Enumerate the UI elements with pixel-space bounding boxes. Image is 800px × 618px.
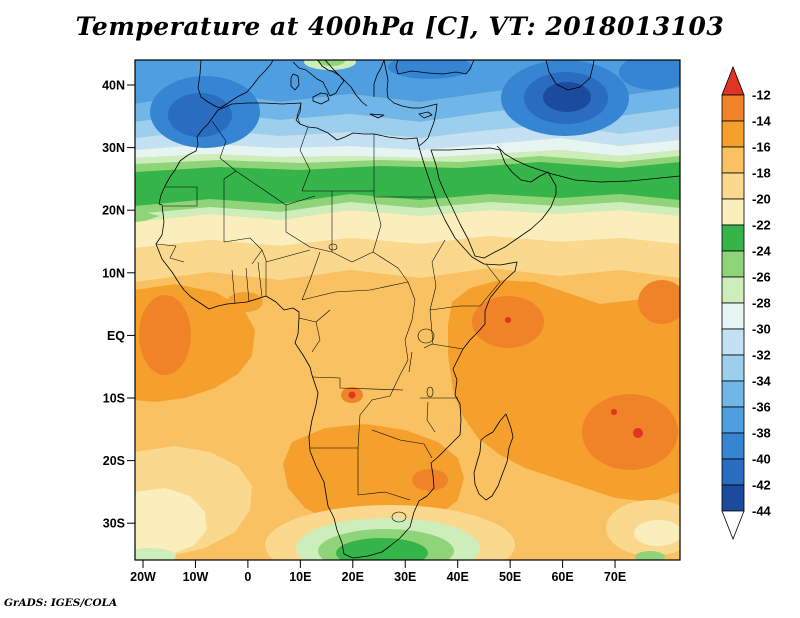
chart-title: Temperature at 400hPa [C], VT: 201801310… xyxy=(75,12,725,41)
coastline-iberia xyxy=(197,60,274,109)
colorbar-arrow-up xyxy=(721,65,745,96)
x-tick-label: 60E xyxy=(551,570,573,584)
field-north-blues xyxy=(135,60,680,158)
colorbar-band xyxy=(721,198,745,226)
coastline-greece xyxy=(324,60,368,107)
y-tick-label: 40N xyxy=(102,79,125,93)
colorbar-tick-label: -36 xyxy=(752,400,771,415)
coastlines xyxy=(155,60,680,559)
field-south-features xyxy=(135,446,680,560)
y-tick-label: EQ xyxy=(107,329,125,343)
colorbar-tick-label: -22 xyxy=(752,218,771,233)
axis-labels: 40N 30N 20N 10N EQ 10S 20S 30S 20W 10W 0 10E 20E 30E 4… xyxy=(102,79,626,585)
colorbar-band xyxy=(721,120,745,148)
coastline-madagascar xyxy=(473,413,514,501)
y-tick-label: 10N xyxy=(102,266,125,280)
colorbar: -12 -14 -16 -18 -20 -22 -24 -26 -28 -30 -32 -34 -36 -… xyxy=(721,65,772,541)
x-tick-label: 0 xyxy=(244,570,251,584)
plot-frame xyxy=(134,59,681,561)
coastline-sicily xyxy=(312,92,330,105)
y-tick-label: 30S xyxy=(103,517,125,531)
y-tick-label: 20N xyxy=(102,204,125,218)
field-warm-blobs xyxy=(135,280,680,528)
colorbar-arrow-down xyxy=(721,510,745,541)
colorbar-band xyxy=(721,146,745,174)
colorbar-band xyxy=(721,94,745,122)
colorbar-band xyxy=(721,432,745,460)
map-field xyxy=(135,60,680,560)
x-tick-label: 10E xyxy=(289,570,311,584)
colorbar-tick-label: -12 xyxy=(752,88,771,103)
lakes xyxy=(328,243,435,523)
x-tick-label: 70E xyxy=(604,570,626,584)
coastline-cyprus xyxy=(418,111,433,119)
coastline-arabia xyxy=(430,147,557,259)
colorbar-band xyxy=(721,406,745,434)
x-tick-label: 20W xyxy=(130,570,156,584)
coastline-aegean xyxy=(373,60,385,97)
colorbar-tick-label: -16 xyxy=(752,140,771,155)
x-tick-label: 40E xyxy=(447,570,469,584)
y-tick-label: 10S xyxy=(103,392,125,406)
colorbar-tick-label: -38 xyxy=(752,426,771,441)
y-tick-label: 30N xyxy=(102,141,125,155)
axis-ticks xyxy=(127,84,616,568)
colorbar-band xyxy=(721,302,745,330)
colorbar-band xyxy=(721,354,745,382)
colorbar-tick-label: -20 xyxy=(752,192,771,207)
credit-text: GrADS: IGES/COLA xyxy=(4,597,118,609)
coastline-black-sea xyxy=(395,60,475,75)
x-tick-label: 30E xyxy=(394,570,416,584)
colorbar-band xyxy=(721,484,745,512)
colorbar-tick-label: -34 xyxy=(752,374,772,389)
colorbar-tick-label: -24 xyxy=(752,244,772,259)
coastline-crete xyxy=(369,113,385,119)
colorbar-band xyxy=(721,172,745,200)
colorbar-band xyxy=(721,276,745,304)
coastline-iran xyxy=(496,145,680,183)
colorbar-band xyxy=(721,224,745,252)
coastline-caspian xyxy=(545,60,595,91)
colorbar-band xyxy=(721,328,745,356)
colorbar-tick-label: -18 xyxy=(752,166,771,181)
coastline-africa xyxy=(155,102,518,559)
x-tick-label: 10W xyxy=(183,570,209,584)
colorbar-tick-label: -14 xyxy=(752,114,772,129)
field-yellow-bands xyxy=(135,210,680,282)
colorbar-tick-label: -32 xyxy=(752,348,771,363)
country-borders xyxy=(155,103,501,501)
coastline-sardinia xyxy=(290,73,300,91)
colorbar-band xyxy=(721,250,745,278)
x-tick-label: 50E xyxy=(499,570,521,584)
x-tick-label: 20E xyxy=(342,570,364,584)
colorbar-tick-label: -44 xyxy=(752,504,772,519)
colorbar-band xyxy=(721,458,745,486)
colorbar-band xyxy=(721,380,745,408)
colorbar-tick-label: -28 xyxy=(752,296,771,311)
field-green-band xyxy=(135,60,680,224)
colorbar-tick-label: -42 xyxy=(752,478,771,493)
y-tick-label: 20S xyxy=(103,454,125,468)
colorbar-tick-label: -40 xyxy=(752,452,771,467)
colorbar-tick-label: -26 xyxy=(752,270,771,285)
colorbar-tick-label: -30 xyxy=(752,322,771,337)
coastline-turkey-levant xyxy=(383,60,438,147)
coastline-italy xyxy=(292,60,345,97)
